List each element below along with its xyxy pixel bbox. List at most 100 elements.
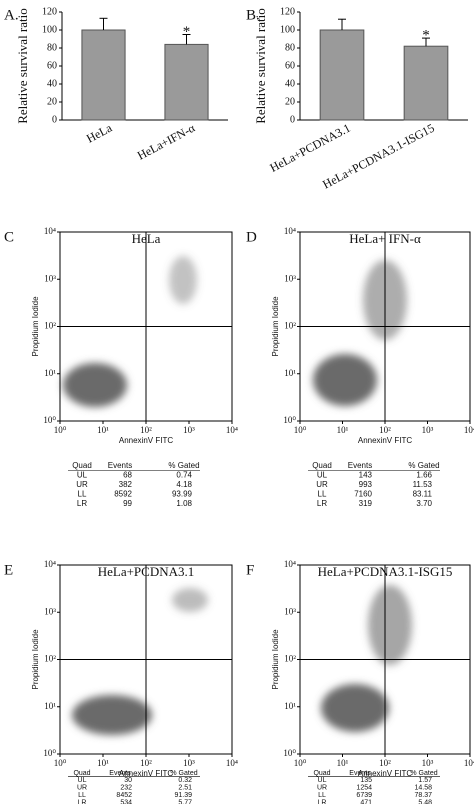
panel-label: C — [4, 229, 14, 245]
table-header: Events — [349, 770, 371, 777]
y-tick-label: 10⁴ — [284, 226, 296, 236]
table-header: Events — [348, 461, 372, 470]
y-tick-label: 10⁰ — [283, 748, 296, 758]
y-tick-label: 100 — [42, 24, 57, 35]
table-cell: 534 — [120, 799, 132, 804]
table-cell: LL — [78, 792, 86, 799]
table-cell: 1.57 — [418, 777, 432, 784]
table-cell: UL — [317, 471, 328, 480]
table-cell: 91.39 — [174, 792, 192, 799]
panel-label: A. — [4, 7, 19, 23]
table-cell: UR — [76, 480, 88, 489]
y-tick-label: 10³ — [284, 606, 296, 616]
y-tick-label: 120 — [42, 6, 57, 17]
bar — [403, 45, 449, 121]
y-tick-label: 10¹ — [44, 368, 56, 378]
x-tick-label: 10⁰ — [294, 425, 307, 435]
y-tick-label: 100 — [280, 24, 295, 35]
x-tick-label: 10⁰ — [294, 758, 307, 768]
panel-label: F — [246, 562, 254, 578]
table-cell: 143 — [359, 471, 373, 480]
y-tick-label: 10³ — [44, 273, 56, 283]
y-tick-label: 0 — [290, 114, 295, 125]
table-cell: 6739 — [356, 792, 372, 799]
table-header: Events — [108, 461, 132, 470]
bar — [319, 29, 365, 121]
x-tick-label: 10⁰ — [54, 758, 67, 768]
table-cell: 8452 — [116, 792, 132, 799]
y-tick-label: 10² — [44, 654, 56, 664]
table-cell: 30 — [124, 777, 132, 784]
x-tick-label: 10⁴ — [464, 758, 474, 768]
y-tick-label: 40 — [47, 78, 57, 89]
cell-cloud — [321, 684, 389, 732]
y-axis-label: Propidium Iodide — [271, 629, 280, 690]
table-cell: 382 — [119, 480, 133, 489]
x-tick-label: 10¹ — [97, 425, 109, 435]
panel-label: B. — [246, 7, 260, 23]
x-axis-label: AnnexinV FITC — [119, 769, 173, 778]
table-cell: LL — [78, 490, 87, 499]
y-axis-label: Relative survival ratio — [253, 8, 268, 124]
y-tick-label: 120 — [280, 6, 295, 17]
y-tick-label: 10⁰ — [43, 748, 56, 758]
table-cell: 11.53 — [413, 480, 433, 489]
panel-label: D — [246, 229, 257, 245]
table-cell: UL — [77, 471, 88, 480]
y-axis-label: Propidium Iodide — [31, 296, 40, 357]
table-cell: LR — [318, 799, 327, 804]
table-cell: 471 — [360, 799, 372, 804]
x-tick-label: HeLa — [84, 120, 115, 145]
y-tick-label: 60 — [285, 60, 295, 71]
x-tick-label: 10⁰ — [54, 425, 67, 435]
y-tick-label: 0 — [52, 114, 57, 125]
table-cell: LL — [318, 792, 326, 799]
table-header: Events — [109, 770, 131, 777]
table-cell: 8592 — [114, 490, 132, 499]
y-axis-label: Relative survival ratio — [15, 8, 30, 124]
table-header: Quad — [313, 770, 330, 777]
x-tick-label: 10² — [140, 425, 152, 435]
table-cell: 135 — [360, 777, 372, 784]
table-cell: 1.08 — [176, 499, 192, 508]
y-axis-label: Propidium Iodide — [271, 296, 280, 357]
y-tick-label: 80 — [47, 42, 57, 53]
y-tick-label: 10⁴ — [44, 559, 56, 569]
table-header: Quad — [73, 770, 90, 777]
table-cell: 2.51 — [178, 785, 192, 792]
y-tick-label: 20 — [47, 96, 57, 107]
table-header: Quad — [72, 461, 92, 470]
y-tick-label: 10⁰ — [43, 415, 56, 425]
bar — [81, 29, 126, 121]
x-tick-label: 10¹ — [337, 758, 349, 768]
table-cell: 68 — [123, 471, 132, 480]
x-axis-label: AnnexinV FITC — [358, 769, 412, 778]
y-tick-label: 10⁴ — [284, 559, 296, 569]
x-tick-label: 10² — [379, 425, 391, 435]
bar — [164, 43, 209, 121]
table-header: Quad — [312, 461, 332, 470]
cell-cloud — [72, 695, 152, 735]
x-tick-label: 10³ — [422, 425, 434, 435]
table-cell: LR — [77, 499, 87, 508]
cell-cloud — [313, 354, 377, 406]
x-tick-label: 10¹ — [97, 758, 109, 768]
table-cell: 14.58 — [414, 785, 432, 792]
y-tick-label: 10² — [44, 321, 56, 331]
table-cell: 99 — [123, 499, 132, 508]
table-cell: 1254 — [356, 785, 372, 792]
cell-cloud — [63, 363, 127, 407]
x-tick-label: HeLa+IFN-α — [135, 120, 198, 162]
table-cell: 7160 — [354, 490, 372, 499]
table-header: % Gated — [408, 461, 439, 470]
table-cell: UL — [318, 777, 327, 784]
table-cell: 1.66 — [416, 471, 432, 480]
table-header: % Gated — [170, 770, 197, 777]
table-cell: 0.74 — [176, 471, 192, 480]
y-tick-label: 10² — [284, 654, 296, 664]
y-tick-label: 10⁴ — [44, 226, 56, 236]
x-axis-label: AnnexinV FITC — [119, 436, 173, 445]
table-cell: UR — [317, 785, 327, 792]
table-cell: 5.77 — [178, 799, 192, 804]
